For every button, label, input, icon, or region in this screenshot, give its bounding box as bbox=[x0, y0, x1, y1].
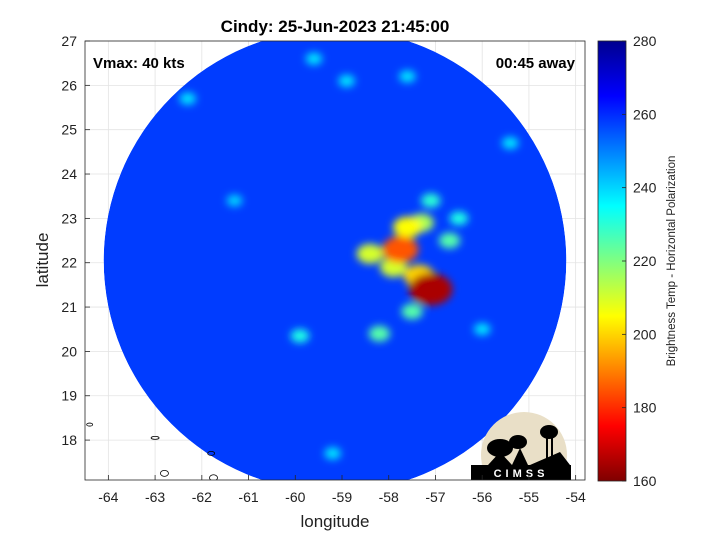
brightness-temp-swath bbox=[103, 41, 567, 480]
island-outline bbox=[160, 469, 169, 477]
cold-cloud-feature bbox=[399, 70, 416, 83]
y-tick-label: 19 bbox=[61, 388, 77, 404]
x-tick-label: -63 bbox=[145, 489, 165, 505]
colorbar bbox=[597, 40, 627, 482]
island-outline bbox=[209, 474, 218, 480]
colorbar-tick-label: 280 bbox=[633, 33, 657, 49]
island-outline bbox=[207, 450, 216, 456]
time-away-label: 00:45 away bbox=[496, 55, 576, 72]
y-tick-label: 27 bbox=[61, 33, 77, 49]
y-tick-label: 26 bbox=[61, 77, 77, 93]
x-tick-label: -60 bbox=[285, 489, 305, 505]
coastline-islands bbox=[86, 422, 218, 480]
cold-cloud-feature bbox=[290, 328, 310, 343]
cold-cloud-feature bbox=[338, 74, 355, 88]
cimss-logo: CIMSS bbox=[471, 412, 571, 480]
cold-cloud-feature bbox=[368, 325, 391, 342]
swath-background bbox=[103, 41, 567, 480]
y-tick-label: 23 bbox=[61, 210, 77, 226]
y-axis-ticks: 18 19 20 21 22 23 24 25 26 27 bbox=[61, 33, 90, 448]
plot-frame bbox=[84, 40, 586, 481]
x-tick-label: -59 bbox=[332, 489, 352, 505]
y-tick-label: 18 bbox=[61, 432, 77, 448]
cold-cloud-feature bbox=[305, 52, 323, 65]
x-tick-label: -61 bbox=[238, 489, 258, 505]
x-axis-label: longitude bbox=[300, 512, 369, 531]
colorbar-tick-label: 180 bbox=[633, 400, 657, 416]
cold-cloud-feature bbox=[401, 303, 423, 320]
x-tick-label: -57 bbox=[425, 489, 445, 505]
x-tick-label: -62 bbox=[192, 489, 212, 505]
y-tick-label: 24 bbox=[61, 166, 77, 182]
cold-cloud-feature bbox=[226, 194, 243, 207]
y-tick-label: 20 bbox=[61, 343, 77, 359]
vmax-label: Vmax: 40 kts bbox=[93, 55, 185, 72]
y-tick-label: 22 bbox=[61, 255, 77, 271]
colorbar-tick-label: 220 bbox=[633, 253, 657, 269]
colorbar-tick-label: 200 bbox=[633, 326, 657, 342]
colorbar-label: Brightness Temp - Horizontal Polarizatio… bbox=[666, 156, 678, 367]
cold-cloud-feature bbox=[501, 136, 519, 150]
cold-cloud-feature bbox=[393, 216, 422, 238]
cimss-logo-text: CIMSS bbox=[494, 468, 549, 480]
cold-cloud-feature bbox=[473, 323, 491, 336]
island-outline bbox=[86, 422, 94, 427]
x-tick-label: -64 bbox=[98, 489, 118, 505]
cold-cloud-feature bbox=[179, 92, 197, 105]
cold-cloud-feature bbox=[382, 236, 419, 263]
cold-cloud-feature bbox=[438, 232, 461, 249]
y-axis-label: latitude bbox=[33, 233, 52, 288]
x-tick-label: -56 bbox=[472, 489, 492, 505]
y-tick-label: 21 bbox=[61, 299, 77, 315]
x-tick-label: -54 bbox=[566, 489, 586, 505]
x-tick-label: -58 bbox=[379, 489, 399, 505]
x-axis-ticks: -64 -63 -62 -61 -60 -59 -58 -57 -56 -55 -54 bbox=[98, 475, 586, 505]
cold-cloud-feature bbox=[324, 447, 341, 460]
y-tick-label: 25 bbox=[61, 122, 77, 138]
colorbar-tick-label: 240 bbox=[633, 180, 657, 196]
cold-cloud-feature bbox=[421, 193, 441, 208]
colorbar-tick-label: 160 bbox=[633, 473, 657, 489]
island-outline bbox=[150, 435, 160, 440]
cold-cloud-feature bbox=[356, 243, 384, 264]
chart-title: Cindy: 25-Jun-2023 21:45:00 bbox=[221, 17, 450, 36]
cold-cloud-feature bbox=[449, 211, 469, 226]
x-tick-label: -55 bbox=[519, 489, 539, 505]
colorbar-tick-label: 260 bbox=[633, 106, 657, 122]
cold-cloud-feature bbox=[409, 273, 453, 306]
colorbar-ticks: 160 180 200 220 240 260 280 bbox=[622, 33, 657, 489]
